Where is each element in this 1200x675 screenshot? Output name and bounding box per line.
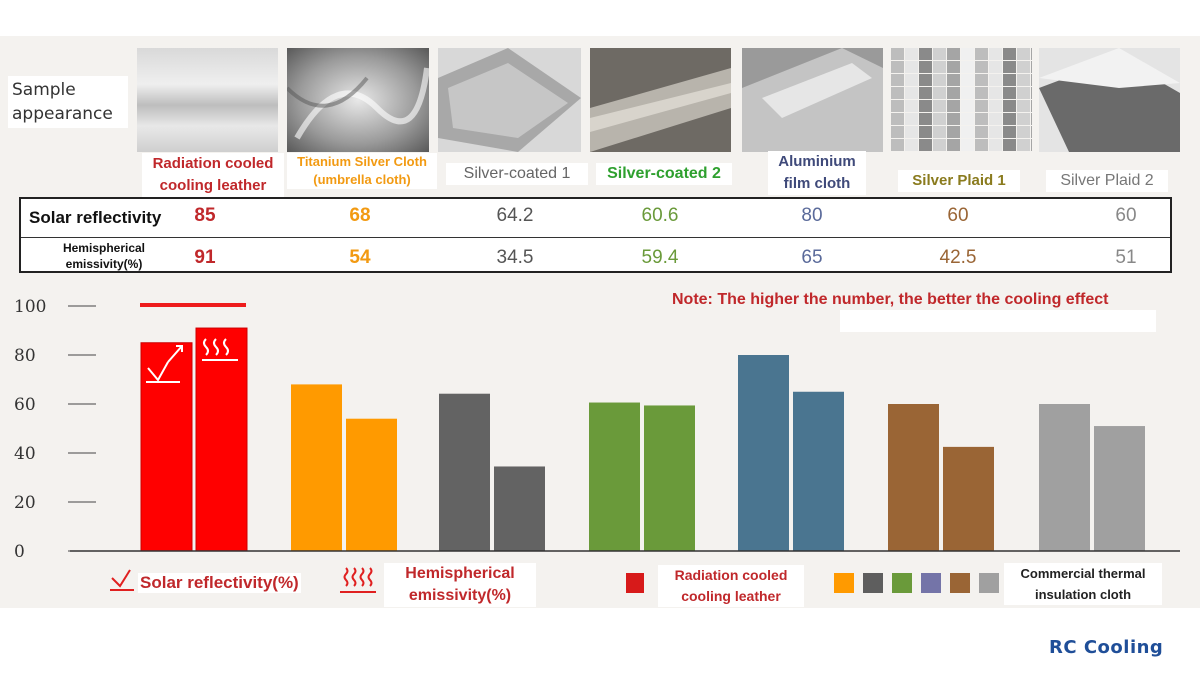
bar-solar-reflectivity (439, 393, 490, 551)
bar-hemispherical-emissivity (1094, 426, 1145, 551)
legend-rc-label: Radiation cooled cooling leather (658, 565, 804, 607)
table-divider (21, 237, 1170, 238)
legend-hemi-label: Hemispherical emissivity(%) (384, 563, 536, 607)
bar-hemispherical-emissivity (494, 466, 545, 551)
cooling-note: Note: The higher the number, the better … (672, 291, 1109, 308)
reflectivity-value: 60.6 (641, 205, 679, 226)
reflectivity-value: 60 (947, 205, 969, 226)
sample-name-3: Silver-coated 1 (446, 163, 588, 185)
note-background (840, 310, 1156, 332)
reflectivity-value: 85 (194, 205, 216, 226)
sample-name-4: Silver-coated 2 (596, 163, 732, 185)
reflectivity-value: 80 (801, 205, 823, 226)
emissivity-value: 65 (801, 247, 823, 268)
sample-image-7 (1039, 48, 1180, 152)
sample-image-6 (891, 48, 1032, 152)
sample-image-4 (590, 48, 731, 152)
sample-image-1 (137, 48, 278, 152)
bar-hemispherical-emissivity (644, 405, 695, 551)
bar-solar-reflectivity (738, 355, 789, 551)
y-tick-label: 20 (14, 493, 36, 513)
sample-appearance-label: Sample appearance (8, 76, 128, 128)
row-label-reflectivity: Solar reflectivity (29, 208, 162, 227)
brand-logo-text: RC Cooling (1049, 637, 1164, 658)
row-label-emissivity: Hemispherical emissivity(%) (62, 241, 146, 271)
data-table: Solar reflectivity Hemispherical emissiv… (19, 197, 1172, 273)
bar-solar-reflectivity (888, 404, 939, 551)
bar-solar-reflectivity (1039, 404, 1090, 551)
y-tick-label: 80 (14, 346, 36, 366)
bar-solar-reflectivity (140, 342, 193, 552)
bar-solar-reflectivity (589, 402, 640, 551)
sample-name-5: Aluminium film cloth (768, 151, 866, 195)
emissivity-value: 54 (349, 247, 371, 268)
sample-name-7: Silver Plaid 2 (1046, 170, 1168, 192)
sample-name-1: Radiation cooled cooling leather (142, 153, 284, 197)
emissivity-value: 51 (1115, 247, 1137, 268)
emissivity-value: 91 (194, 247, 216, 268)
legend-solar-label: Solar reflectivity(%) (138, 573, 301, 593)
y-tick-label: 60 (14, 395, 36, 415)
reflectivity-value: 68 (349, 205, 371, 226)
sample-image-5 (742, 48, 883, 152)
y-tick-label: 0 (14, 542, 25, 562)
heat-emission-icon (202, 338, 238, 361)
bar-hemispherical-emissivity (793, 391, 844, 551)
sample-image-3 (438, 48, 581, 152)
bar-solar-reflectivity (291, 384, 342, 551)
bar-hemispherical-emissivity (346, 418, 397, 551)
emissivity-value: 42.5 (939, 247, 977, 268)
emissivity-value: 59.4 (641, 247, 679, 268)
sample-name-2: Titanium Silver Cloth (umbrella cloth) (287, 153, 437, 189)
sample-image-2 (287, 48, 429, 152)
y-tick-label: 40 (14, 444, 36, 464)
emissivity-value: 34.5 (496, 247, 534, 268)
reflectivity-value: 64.2 (496, 205, 534, 226)
legend-commercial-label: Commercial thermal insulation cloth (1004, 563, 1162, 605)
bar-hemispherical-emissivity (943, 446, 994, 551)
sample-name-6: Silver Plaid 1 (898, 170, 1020, 192)
reflectivity-value: 60 (1115, 205, 1137, 226)
y-tick-label: 100 (14, 297, 46, 317)
bar-hemispherical-emissivity (195, 327, 248, 552)
sun-reflect-icon (146, 345, 183, 383)
